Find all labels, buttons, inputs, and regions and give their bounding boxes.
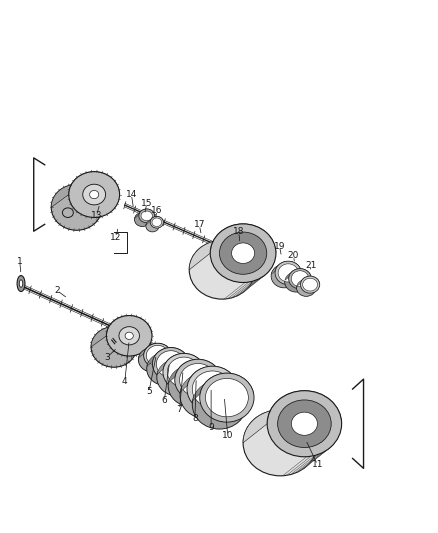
Polygon shape bbox=[146, 216, 163, 225]
Polygon shape bbox=[51, 172, 120, 207]
Ellipse shape bbox=[156, 351, 185, 377]
Ellipse shape bbox=[157, 359, 199, 396]
Text: 21: 21 bbox=[305, 261, 317, 270]
Text: 20: 20 bbox=[288, 252, 299, 260]
Polygon shape bbox=[189, 224, 276, 270]
Ellipse shape bbox=[83, 184, 106, 205]
Ellipse shape bbox=[271, 264, 297, 288]
Text: 5: 5 bbox=[146, 387, 152, 396]
Ellipse shape bbox=[17, 276, 25, 292]
Ellipse shape bbox=[167, 357, 201, 387]
Ellipse shape bbox=[90, 190, 99, 199]
Polygon shape bbox=[285, 269, 311, 280]
Ellipse shape bbox=[232, 243, 254, 263]
Ellipse shape bbox=[297, 279, 316, 296]
Ellipse shape bbox=[303, 278, 318, 291]
Ellipse shape bbox=[180, 364, 216, 397]
Ellipse shape bbox=[192, 371, 233, 407]
Text: 10: 10 bbox=[222, 432, 233, 440]
Ellipse shape bbox=[291, 271, 309, 287]
Polygon shape bbox=[271, 261, 301, 274]
Ellipse shape bbox=[291, 412, 318, 435]
Text: 15: 15 bbox=[141, 199, 152, 208]
Text: 18: 18 bbox=[233, 228, 244, 236]
Ellipse shape bbox=[119, 327, 139, 345]
Polygon shape bbox=[157, 353, 205, 375]
Text: 17: 17 bbox=[194, 221, 205, 229]
Ellipse shape bbox=[125, 332, 133, 340]
Ellipse shape bbox=[289, 269, 311, 289]
Ellipse shape bbox=[205, 378, 248, 417]
Text: 6: 6 bbox=[161, 397, 167, 405]
Ellipse shape bbox=[219, 232, 267, 274]
Ellipse shape bbox=[278, 264, 298, 282]
Ellipse shape bbox=[192, 380, 247, 429]
Ellipse shape bbox=[62, 208, 73, 217]
Text: 9: 9 bbox=[208, 423, 214, 432]
Ellipse shape bbox=[187, 366, 238, 412]
Text: 7: 7 bbox=[177, 405, 183, 414]
Ellipse shape bbox=[168, 365, 215, 407]
Text: 8: 8 bbox=[192, 414, 198, 423]
Ellipse shape bbox=[134, 213, 150, 227]
Text: 16: 16 bbox=[151, 206, 162, 215]
Text: 4: 4 bbox=[122, 377, 127, 385]
Ellipse shape bbox=[51, 184, 102, 230]
Text: 19: 19 bbox=[274, 242, 285, 251]
Ellipse shape bbox=[152, 348, 189, 381]
Ellipse shape bbox=[146, 220, 159, 232]
Ellipse shape bbox=[243, 410, 318, 476]
Ellipse shape bbox=[144, 343, 172, 368]
Text: 1: 1 bbox=[17, 257, 23, 265]
Text: 12: 12 bbox=[110, 233, 122, 241]
Polygon shape bbox=[193, 373, 254, 401]
Ellipse shape bbox=[278, 400, 331, 448]
Ellipse shape bbox=[300, 276, 320, 293]
Ellipse shape bbox=[163, 353, 205, 391]
Ellipse shape bbox=[147, 352, 184, 385]
Polygon shape bbox=[169, 359, 221, 383]
Polygon shape bbox=[297, 276, 320, 286]
Polygon shape bbox=[243, 391, 342, 443]
Ellipse shape bbox=[69, 172, 120, 217]
Polygon shape bbox=[147, 348, 189, 366]
Ellipse shape bbox=[146, 345, 169, 366]
Ellipse shape bbox=[150, 216, 163, 228]
Text: 13: 13 bbox=[91, 212, 102, 220]
Text: 14: 14 bbox=[126, 190, 137, 199]
Text: 3: 3 bbox=[104, 353, 110, 361]
Ellipse shape bbox=[141, 211, 152, 221]
Ellipse shape bbox=[138, 348, 166, 372]
Polygon shape bbox=[138, 343, 172, 358]
Text: 2: 2 bbox=[54, 286, 60, 295]
Ellipse shape bbox=[267, 391, 342, 457]
Polygon shape bbox=[180, 366, 237, 392]
Ellipse shape bbox=[189, 240, 255, 299]
Ellipse shape bbox=[210, 224, 276, 282]
Ellipse shape bbox=[139, 209, 155, 223]
Ellipse shape bbox=[152, 218, 162, 227]
Ellipse shape bbox=[175, 359, 221, 401]
Ellipse shape bbox=[106, 316, 152, 356]
Ellipse shape bbox=[180, 373, 231, 418]
Ellipse shape bbox=[275, 261, 301, 285]
Polygon shape bbox=[134, 209, 155, 219]
Ellipse shape bbox=[91, 327, 137, 367]
Polygon shape bbox=[91, 316, 152, 347]
Ellipse shape bbox=[200, 373, 254, 422]
Text: 11: 11 bbox=[312, 461, 323, 469]
Ellipse shape bbox=[19, 280, 23, 287]
Ellipse shape bbox=[285, 272, 307, 292]
